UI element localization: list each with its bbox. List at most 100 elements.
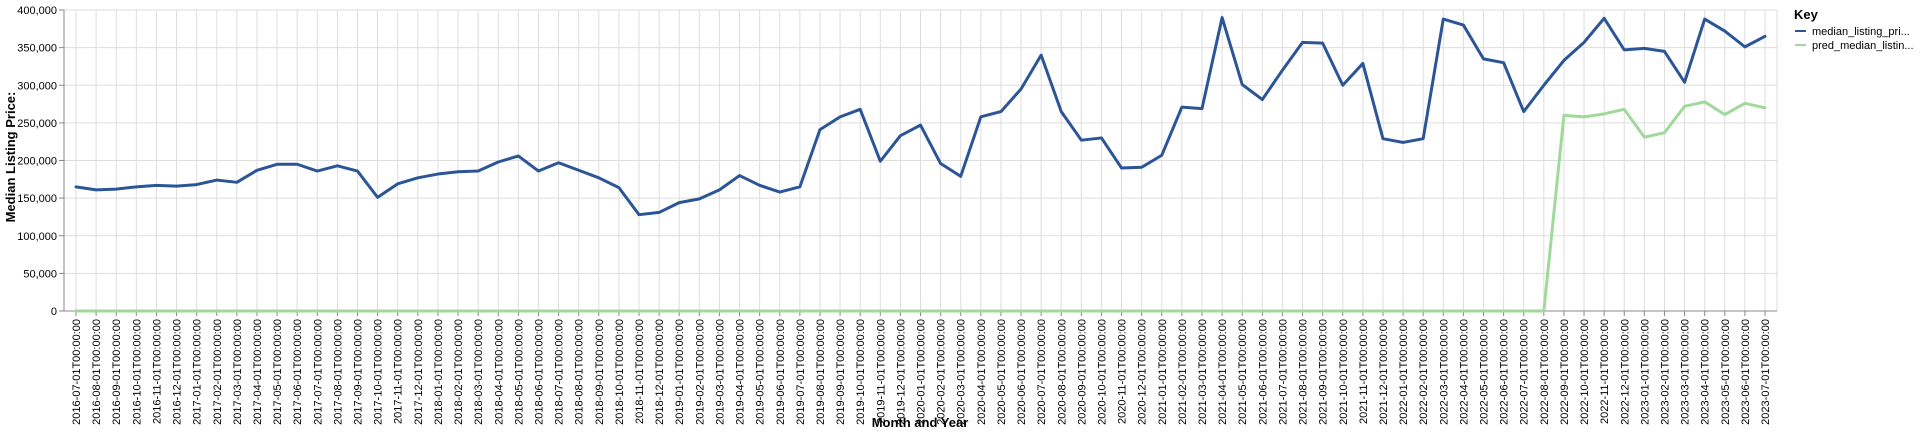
- x-tick-label: 2018-08-01T00:00:00: [574, 319, 586, 425]
- x-tick-label: 2016-09-01T00:00:00: [111, 319, 123, 425]
- x-tick-label: 2018-02-01T00:00:00: [453, 319, 465, 425]
- x-tick-label: 2020-01-01T00:00:00: [916, 319, 928, 425]
- x-tick-label: 2021-01-01T00:00:00: [1157, 319, 1169, 425]
- x-tick-label: 2018-06-01T00:00:00: [533, 319, 545, 425]
- x-tick-label: 2016-12-01T00:00:00: [172, 319, 184, 425]
- x-tick-label: 2019-05-01T00:00:00: [755, 319, 767, 425]
- x-tick-label: 2017-10-01T00:00:00: [373, 319, 385, 425]
- x-tick-label: 2019-01-01T00:00:00: [674, 319, 686, 425]
- x-tick-label: 2019-09-01T00:00:00: [835, 319, 847, 425]
- x-tick-label: 2021-04-01T00:00:00: [1217, 319, 1229, 425]
- y-axis-tick-labels: 0 50,000 100,000 150,000 200,000 250,000 300,0…: [17, 5, 57, 318]
- x-tick-label: 2021-11-01T00:00:00: [1358, 319, 1370, 424]
- legend-label: median_listing_pri...: [1812, 26, 1910, 38]
- legend: Key median_listing_pri... pred_median_li…: [1794, 7, 1914, 52]
- grid: [64, 9, 1778, 312]
- x-tick-label: 2016-10-01T00:00:00: [131, 319, 143, 425]
- x-tick-label: 2019-03-01T00:00:00: [714, 319, 726, 425]
- x-tick-label: 2017-06-01T00:00:00: [292, 319, 304, 425]
- x-tick-label: 2020-06-01T00:00:00: [1016, 319, 1028, 425]
- x-tick-label: 2018-04-01T00:00:00: [493, 319, 505, 425]
- x-tick-label: 2021-08-01T00:00:00: [1298, 319, 1310, 425]
- x-tick-label: 2022-12-01T00:00:00: [1619, 319, 1631, 425]
- x-tick-label: 2022-03-01T00:00:00: [1438, 319, 1450, 425]
- x-tick-label: 2022-05-01T00:00:00: [1479, 319, 1491, 425]
- x-tick-label: 2022-02-01T00:00:00: [1418, 319, 1430, 425]
- x-tick-label: 2018-09-01T00:00:00: [594, 319, 606, 425]
- x-tick-label: 2017-12-01T00:00:00: [413, 319, 425, 425]
- x-axis-title: Month and Year: [872, 415, 969, 430]
- x-tick-label: 2023-03-01T00:00:00: [1680, 319, 1692, 425]
- x-tick-label: 2022-06-01T00:00:00: [1499, 319, 1511, 425]
- y-tick-label: 400,000: [17, 5, 57, 17]
- x-tick-label: 2017-03-01T00:00:00: [232, 319, 244, 425]
- x-tick-label: 2017-09-01T00:00:00: [353, 319, 365, 425]
- x-tick-label: 2021-09-01T00:00:00: [1318, 319, 1330, 425]
- y-tick-label: 250,000: [17, 118, 57, 130]
- x-tick-label: 2021-05-01T00:00:00: [1237, 319, 1249, 425]
- x-tick-label: 2017-05-01T00:00:00: [272, 319, 284, 425]
- x-tick-label: 2017-11-01T00:00:00: [393, 319, 405, 424]
- series-lines: [74, 16, 1767, 313]
- y-tick-label: 50,000: [23, 268, 57, 280]
- x-tick-label: 2017-04-01T00:00:00: [252, 319, 264, 425]
- x-tick-label: 2021-07-01T00:00:00: [1277, 319, 1289, 425]
- x-tick-label: 2018-10-01T00:00:00: [614, 319, 626, 425]
- x-tick-label: 2019-12-01T00:00:00: [895, 319, 907, 425]
- x-tick-label: 2022-10-01T00:00:00: [1579, 319, 1591, 425]
- series-line-0: [74, 16, 1767, 217]
- x-tick-label: 2018-05-01T00:00:00: [513, 319, 525, 425]
- y-tick-label: 200,000: [17, 156, 57, 168]
- x-tick-label: 2021-03-01T00:00:00: [1197, 319, 1209, 425]
- x-tick-label: 2023-01-01T00:00:00: [1639, 319, 1651, 425]
- y-axis-title: Median Listing Price:: [3, 92, 18, 223]
- x-tick-label: 2021-06-01T00:00:00: [1257, 319, 1269, 425]
- x-tick-label: 2017-02-01T00:00:00: [212, 319, 224, 425]
- x-tick-label: 2022-09-01T00:00:00: [1559, 319, 1571, 425]
- x-tick-label: 2020-03-01T00:00:00: [956, 319, 968, 425]
- x-tick-label: 2023-04-01T00:00:00: [1700, 319, 1712, 425]
- x-tick-label: 2023-02-01T00:00:00: [1659, 319, 1671, 425]
- x-tick-label: 2020-08-01T00:00:00: [1056, 319, 1068, 425]
- x-tick-label: 2022-08-01T00:00:00: [1539, 319, 1551, 425]
- x-axis-tick-labels: 2016-07-01T00:00:00 2016-08-01T00:00:00 20…: [71, 319, 1772, 425]
- x-tick-label: 2023-05-01T00:00:00: [1720, 319, 1732, 425]
- x-tick-label: 2023-07-01T00:00:00: [1760, 319, 1772, 425]
- x-tick-label: 2021-10-01T00:00:00: [1338, 319, 1350, 425]
- x-tick-label: 2020-12-01T00:00:00: [1137, 319, 1149, 425]
- x-tick-label: 2018-11-01T00:00:00: [634, 319, 646, 424]
- x-tick-label: 2019-02-01T00:00:00: [694, 319, 706, 425]
- x-tick-label: 2018-01-01T00:00:00: [433, 319, 445, 425]
- x-tick-label: 2022-07-01T00:00:00: [1519, 319, 1531, 425]
- x-tick-label: 2020-11-01T00:00:00: [1117, 319, 1129, 424]
- x-tick-label: 2016-08-01T00:00:00: [91, 319, 103, 425]
- x-tick-label: 2019-06-01T00:00:00: [775, 319, 787, 425]
- legend-title: Key: [1794, 7, 1819, 22]
- x-tick-label: 2018-07-01T00:00:00: [554, 319, 566, 425]
- x-tick-label: 2019-10-01T00:00:00: [855, 319, 867, 425]
- x-tick-label: 2019-04-01T00:00:00: [735, 319, 747, 425]
- x-tick-label: 2016-11-01T00:00:00: [151, 319, 163, 424]
- axes: [59, 9, 1777, 316]
- x-tick-label: 2021-12-01T00:00:00: [1378, 319, 1390, 425]
- x-tick-label: 2019-07-01T00:00:00: [795, 319, 807, 425]
- legend-entry: pred_median_listin...: [1795, 40, 1914, 52]
- x-tick-label: 2020-07-01T00:00:00: [1036, 319, 1048, 425]
- legend-entry: median_listing_pri...: [1795, 26, 1910, 38]
- x-tick-label: 2022-11-01T00:00:00: [1599, 319, 1611, 424]
- y-tick-label: 100,000: [17, 231, 57, 243]
- x-tick-label: 2016-07-01T00:00:00: [71, 319, 83, 425]
- x-tick-label: 2022-01-01T00:00:00: [1398, 319, 1410, 425]
- x-tick-label: 2021-02-01T00:00:00: [1177, 319, 1189, 425]
- x-tick-label: 2018-03-01T00:00:00: [473, 319, 485, 425]
- x-tick-label: 2023-06-01T00:00:00: [1740, 319, 1752, 425]
- x-tick-label: 2020-02-01T00:00:00: [936, 319, 948, 425]
- series-line-1: [74, 100, 1767, 313]
- x-tick-label: 2017-08-01T00:00:00: [332, 319, 344, 425]
- y-tick-label: 0: [51, 306, 57, 318]
- x-tick-label: 2020-05-01T00:00:00: [996, 319, 1008, 425]
- x-tick-label: 2022-04-01T00:00:00: [1458, 319, 1470, 425]
- x-tick-label: 2017-01-01T00:00:00: [192, 319, 204, 425]
- x-tick-label: 2018-12-01T00:00:00: [654, 319, 666, 425]
